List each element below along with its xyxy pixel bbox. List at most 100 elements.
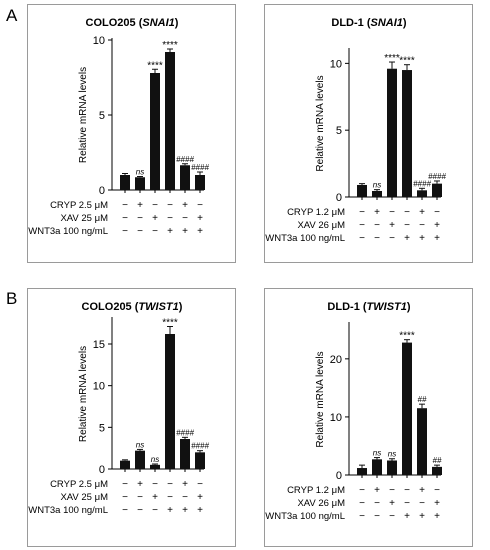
treatment-sign: − <box>182 213 188 224</box>
treatment-sign: − <box>167 213 173 224</box>
treatment-sign: − <box>122 200 128 211</box>
significance-label: ns <box>151 455 159 464</box>
significance-label: **** <box>147 60 163 71</box>
chart-title-gene: SNAI1 <box>142 17 174 29</box>
significance-label: #### <box>191 442 209 451</box>
y-tick-label: 5 <box>99 110 105 122</box>
treatment-sign: + <box>434 511 440 522</box>
y-tick-label: 0 <box>336 470 342 482</box>
treatment-sign: + <box>419 485 425 496</box>
chart-title-paren-open: ( <box>360 301 367 313</box>
chart-title-paren-close: ) <box>175 17 179 29</box>
treatment-sign: − <box>359 511 365 522</box>
chart-title: COLO205 (TWIST1) <box>82 301 183 313</box>
treatment-sign: − <box>404 498 410 509</box>
bar <box>402 70 412 197</box>
treatment-sign: − <box>122 492 128 503</box>
treatment-sign: + <box>389 498 395 509</box>
treatment-sign: − <box>404 207 410 218</box>
bar <box>150 464 160 469</box>
treatment-sign: − <box>389 485 395 496</box>
significance-label: ns <box>373 449 381 458</box>
significance-label: **** <box>399 331 415 342</box>
treatment-label: CRYP 1.2 μM <box>287 207 345 218</box>
treatment-sign: − <box>137 492 143 503</box>
treatment-sign: − <box>419 220 425 231</box>
treatment-sign: − <box>182 492 188 503</box>
treatment-sign: − <box>374 220 380 231</box>
chart-title: DLD-1 (SNAI1) <box>331 17 407 29</box>
treatment-sign: + <box>374 485 380 496</box>
chart-title-paren-open: ( <box>136 17 143 29</box>
bar <box>120 460 130 469</box>
significance-label: #### <box>176 428 194 437</box>
treatment-sign: + <box>152 213 158 224</box>
bar <box>357 468 367 475</box>
y-tick-label: 0 <box>99 464 105 476</box>
treatment-sign: + <box>137 479 143 490</box>
treatment-sign: − <box>152 505 158 516</box>
chart-title-gene: TWIST1 <box>367 301 407 313</box>
y-tick-label: 5 <box>336 125 342 137</box>
chart-title-main: COLO205 <box>82 301 132 313</box>
treatment-label: XAV 26 μM <box>297 498 345 509</box>
chart-title: DLD-1 (TWIST1) <box>327 301 410 313</box>
significance-label: ns <box>136 168 144 177</box>
y-tick-label: 20 <box>330 354 342 366</box>
significance-label: #### <box>413 179 431 188</box>
significance-label: ## <box>418 395 427 404</box>
treatment-label: XAV 26 μM <box>297 220 345 231</box>
treatment-sign: − <box>359 220 365 231</box>
chart-title-paren-close: ) <box>179 301 183 313</box>
bar <box>372 190 382 197</box>
treatment-sign: + <box>152 492 158 503</box>
treatment-sign: − <box>359 485 365 496</box>
treatment-sign: − <box>359 207 365 218</box>
chart-title-paren-open: ( <box>132 301 139 313</box>
treatment-sign: − <box>404 485 410 496</box>
treatment-sign: − <box>359 233 365 244</box>
bar <box>417 190 427 197</box>
y-axis-label: Relative mRNA levels <box>315 75 326 171</box>
chart-title-main: COLO205 <box>86 17 136 29</box>
chart-title-main: DLD-1 <box>327 301 359 313</box>
treatment-sign: − <box>122 505 128 516</box>
significance-label: **** <box>162 40 178 51</box>
y-tick-label: 5 <box>99 422 105 434</box>
significance-label: ## <box>433 456 442 465</box>
treatment-sign: + <box>167 505 173 516</box>
bar <box>432 466 442 475</box>
treatment-sign: − <box>404 220 410 231</box>
chart-title: COLO205 (SNAI1) <box>86 17 179 29</box>
chart-title-main: DLD-1 <box>331 17 363 29</box>
chart-panel-dld1-twist1: DLD-1 (TWIST1) 0 10 20 Relative mRNA levels n… <box>264 288 473 547</box>
bar <box>402 342 412 475</box>
treatment-sign: + <box>404 511 410 522</box>
treatment-sign: − <box>152 226 158 237</box>
treatment-label: WNT3a 100 ng/mL <box>265 233 345 244</box>
y-tick-label: 0 <box>336 192 342 204</box>
bar <box>120 175 130 190</box>
bar <box>387 68 397 197</box>
treatment-sign: − <box>389 207 395 218</box>
treatment-sign: − <box>374 233 380 244</box>
chart-title-paren-close: ) <box>407 301 411 313</box>
bar <box>372 459 382 475</box>
y-tick-label: 0 <box>99 185 105 197</box>
treatment-sign: + <box>389 220 395 231</box>
treatment-sign: − <box>152 200 158 211</box>
bar <box>180 439 190 469</box>
bar <box>195 452 205 469</box>
treatment-sign: − <box>167 200 173 211</box>
treatment-label: WNT3a 100 ng/mL <box>265 511 345 522</box>
treatment-sign: − <box>137 226 143 237</box>
treatment-sign: + <box>419 207 425 218</box>
treatment-sign: + <box>374 207 380 218</box>
bar <box>165 334 175 469</box>
treatment-label: WNT3a 100 ng/mL <box>28 505 108 516</box>
y-tick-label: 10 <box>330 58 342 70</box>
treatment-sign: + <box>182 479 188 490</box>
treatment-sign: + <box>182 200 188 211</box>
treatment-sign: − <box>434 485 440 496</box>
treatment-label: WNT3a 100 ng/mL <box>28 226 108 237</box>
